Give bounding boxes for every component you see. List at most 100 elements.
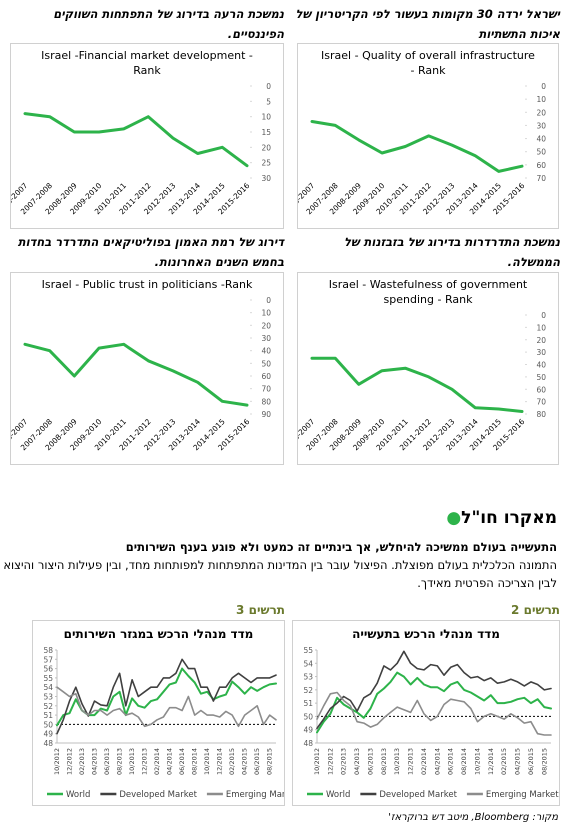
series-line (23, 112, 249, 168)
x-tick-label: 04/2015 (514, 748, 522, 775)
y-tick-label: 53 (43, 693, 53, 702)
legend-label: Developed Market (379, 790, 457, 800)
y-tick-label: 20 (536, 108, 546, 117)
y-tick-label: 50 (303, 712, 313, 721)
section-heading: מאקרו חו"ל● (257, 508, 557, 528)
x-tick-label: 04/2015 (241, 748, 249, 775)
x-tick-label: 04/2014 (433, 748, 441, 775)
x-tick-label: 04/2013 (91, 748, 99, 775)
chart-title: Israel - Public trust in politicians -Ra… (41, 278, 253, 291)
y-tick-label: 70 (261, 385, 271, 394)
y-tick-label: 5 (266, 97, 271, 106)
caption: נמשכת התדרדרות בדירוג של בזבזנות של הממש… (343, 235, 560, 269)
x-tick-label: 10/2013 (128, 748, 136, 775)
y-tick-label: 70 (536, 174, 546, 183)
series-line (310, 120, 524, 173)
x-tick-label: 12/2012 (66, 748, 74, 775)
y-tick-label: 10 (536, 95, 546, 104)
y-tick-label: 20 (261, 143, 271, 152)
y-tick-label: 60 (536, 161, 546, 170)
x-tick-label: 06/2015 (253, 748, 261, 775)
y-tick-label: 30 (536, 121, 546, 130)
y-tick-label: 80 (536, 410, 546, 419)
y-tick-label: 40 (536, 135, 546, 144)
x-tick-label: 12/2014 (216, 748, 224, 775)
chart: 01020304050607080902006-20072007-2008200… (11, 296, 271, 452)
y-tick-label: 10 (536, 323, 546, 332)
chart-title: מדד מנהלי הרכש בתעשייה (352, 627, 500, 641)
x-tick-label: 06/2014 (447, 748, 455, 775)
chart-box: מדד מנהלי הרכש בתעשייה 48 49 50 51 52 53 54 55 10… (292, 620, 560, 806)
legend-label: World (326, 790, 350, 800)
y-tick-label: 49 (43, 730, 53, 739)
caption: ישראל ירדה 30 מקומות בעשור לפי הקריטריון… (295, 7, 560, 41)
y-tick-label: 30 (261, 174, 271, 183)
y-tick-label: 52 (43, 702, 53, 711)
source-note: מקור: Bloomberg, מיטב דש ברוקראז' (388, 812, 558, 823)
y-tick-label: 20 (261, 321, 271, 330)
y-tick-label: 50 (43, 720, 53, 729)
heading-text: מאקרו חו"ל (461, 508, 557, 528)
y-tick-label: 56 (43, 665, 53, 674)
section-paragraph: התמונה הכלכלית בעולם מפוצלת. הפיצול עובר… (3, 558, 557, 590)
legend-label: Emerging Market (486, 790, 559, 800)
chart: 0510152025302006-20072007-20082008-20092… (11, 82, 271, 216)
y-tick-label: 0 (541, 311, 546, 320)
chart: 010203040506070802006-20072007-20082008-… (298, 311, 546, 452)
y-tick-label: 54 (303, 659, 313, 668)
y-tick-label: 50 (536, 148, 546, 157)
heading-dot: ● (446, 508, 462, 528)
caption: נמשכת הרעה בדירוג של התפתחות השווקים הפי… (53, 7, 284, 41)
y-tick-label: 10 (261, 113, 271, 122)
x-tick-label: 02/2014 (420, 748, 428, 775)
chart-title: Israel - Quality of overall infrastructu… (321, 49, 535, 77)
x-tick-label: 02/2013 (78, 748, 86, 775)
x-tick-label: 08/2014 (460, 748, 468, 775)
x-tick-label: 06/2015 (527, 748, 535, 775)
y-tick-label: 80 (261, 397, 271, 406)
x-tick-label: 02/2015 (500, 748, 508, 775)
chart-box: Israel - Quality of overall infrastructu… (297, 43, 559, 229)
y-tick-label: 15 (261, 128, 271, 137)
chart-box: Israel -Financial market development - R… (10, 43, 284, 229)
x-tick-label: 08/2015 (540, 748, 548, 775)
section-subtitle: התעשייה בעולם ממשיכה להיחלש, אך בינתיים … (125, 540, 557, 554)
chart-title: מדד מנהלי הרכש במגזר השירותים (63, 627, 254, 641)
series-line (316, 671, 552, 734)
legend-label: Emerging Market (226, 790, 284, 800)
x-tick-label: 10/2012 (313, 748, 321, 775)
legend-label: Developed Market (119, 790, 197, 800)
y-tick-label: 40 (536, 361, 546, 370)
x-tick-label: 08/2013 (116, 748, 124, 775)
y-tick-label: 48 (43, 739, 53, 748)
figure-label: תרשים 2 (511, 603, 560, 617)
y-tick-label: 53 (303, 673, 313, 682)
series-line (23, 342, 249, 407)
x-tick-label: 10/2012 (53, 748, 61, 775)
x-tick-label: 06/2013 (103, 748, 111, 775)
chart-title: Israel - Wastefulness of government spen… (328, 278, 528, 306)
y-tick-label: 0 (541, 82, 546, 91)
y-tick-label: 0 (266, 82, 271, 91)
series-line (56, 667, 277, 727)
x-tick-label: 12/2012 (326, 748, 334, 775)
series-line (56, 658, 277, 735)
chart-title: Israel -Financial market development - R… (41, 49, 253, 77)
y-tick-label: 0 (266, 296, 271, 305)
series-line (316, 650, 552, 730)
x-tick-label: 02/2013 (340, 748, 348, 775)
y-tick-label: 25 (261, 159, 271, 168)
x-tick-label: 08/2015 (266, 748, 274, 775)
chart: 48 49 50 51 52 53 54 55 10/2012 12/2012 02/2013 04/… (303, 646, 559, 800)
chart-box: מדד מנהלי הרכש במגזר השירותים 48 49 50 51 52 5… (32, 620, 285, 806)
x-tick-label: 04/2013 (353, 748, 361, 775)
chart-box: Israel - Public trust in politicians -Ra… (10, 272, 284, 465)
y-tick-label: 52 (303, 686, 313, 695)
y-tick-label: 55 (43, 674, 53, 683)
x-tick-label: 12/2013 (141, 748, 149, 775)
chart: 0102030405060702006-20072007-20082008-20… (298, 82, 546, 216)
x-tick-label: 10/2013 (393, 748, 401, 775)
y-tick-label: 30 (536, 348, 546, 357)
y-tick-label: 60 (261, 372, 271, 381)
